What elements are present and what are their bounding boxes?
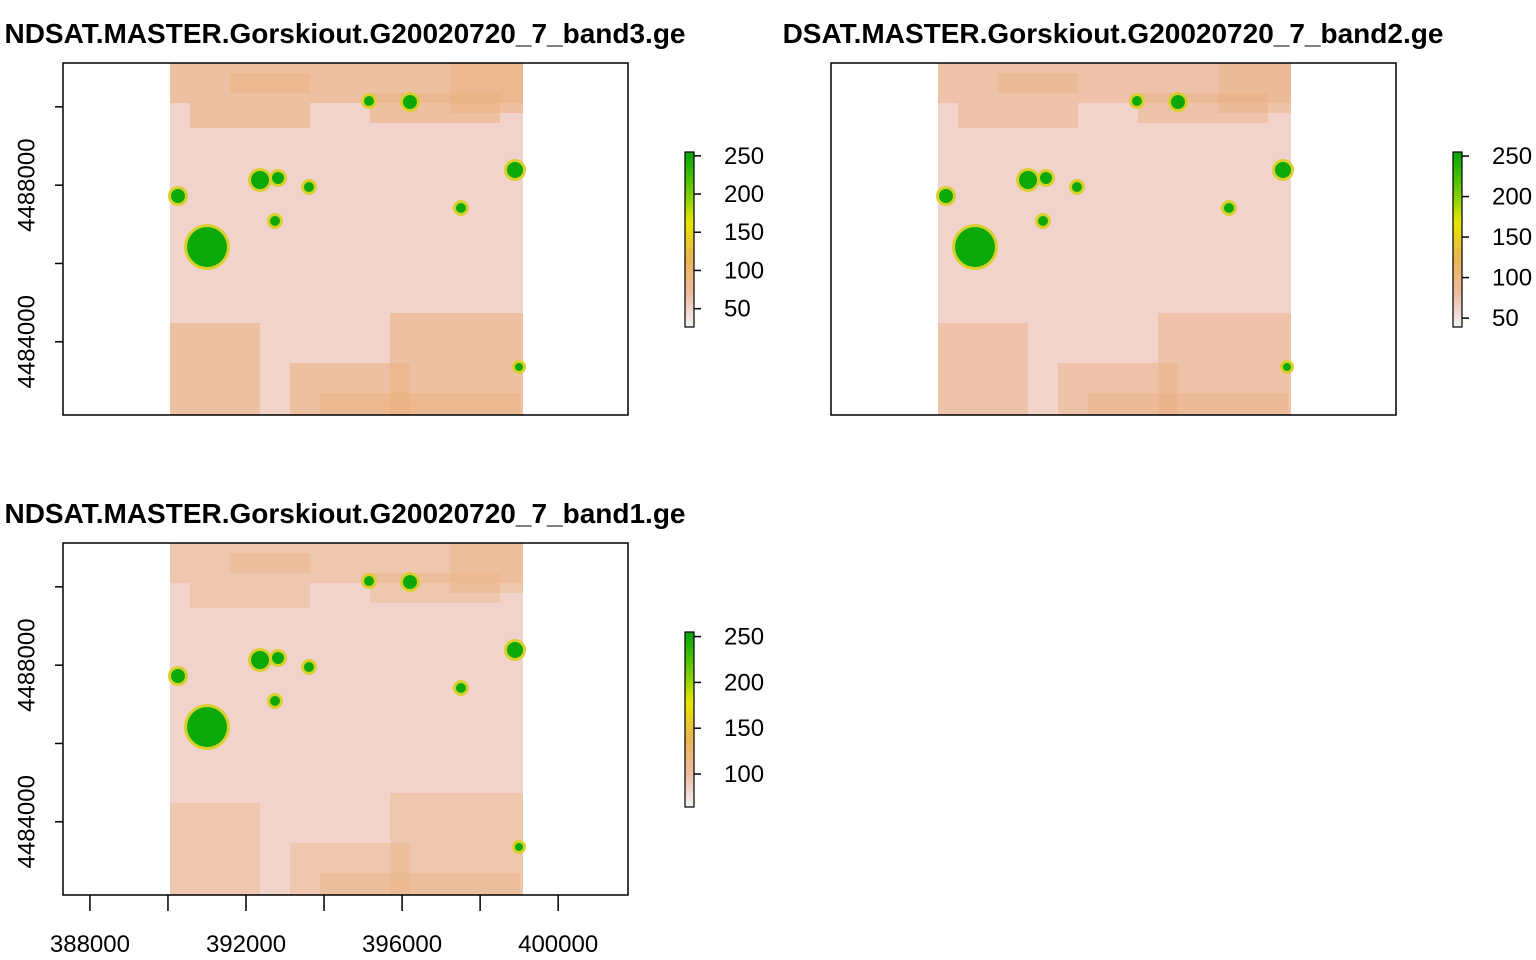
raster-patch <box>450 543 523 593</box>
colorbar-tick-label: 150 <box>724 715 764 742</box>
raster-patch <box>456 683 466 693</box>
raster-patch <box>251 651 269 669</box>
raster-background <box>170 543 523 895</box>
raster-patch <box>1138 93 1268 123</box>
panel-title: NDSAT.MASTER.Gorskiout.G20020720_7_band3… <box>4 18 685 49</box>
y-tick-label: 4488000 <box>13 618 40 711</box>
raster-patch <box>939 189 953 203</box>
raster-patch <box>1158 313 1291 415</box>
panel: NDSAT.MASTER.Gorskiout.G20020720_7_band3… <box>4 18 764 416</box>
colorbar-tick-label: 100 <box>724 257 764 284</box>
colorbar-tick-label: 200 <box>724 669 764 696</box>
raster-patch <box>272 172 284 184</box>
raster-patch <box>190 103 310 128</box>
panel: NDSAT.MASTER.Gorskiout.G20020720_7_band1… <box>4 498 764 958</box>
title-clip: NDSAT.MASTER.Gorskiout.G20020720_7_band1… <box>4 498 685 529</box>
raster-patch <box>304 662 314 672</box>
colorbar-tick-label: 100 <box>1492 265 1532 292</box>
raster-patch <box>1224 203 1234 213</box>
raster-patch <box>403 95 417 109</box>
raster-patch <box>507 162 523 178</box>
raster-patch <box>320 393 520 415</box>
plot-frame <box>62 542 629 896</box>
raster-patch <box>364 576 374 586</box>
x-tick-label: 392000 <box>206 931 286 958</box>
raster-patch <box>1038 216 1048 226</box>
colorbar <box>684 631 695 808</box>
raster <box>168 543 526 895</box>
raster-patch <box>304 182 314 192</box>
x-tick-label: 388000 <box>50 931 130 958</box>
raster-patch <box>390 793 523 895</box>
raster-patch <box>1275 162 1291 178</box>
raster-patch <box>270 216 280 226</box>
x-tick-label: 400000 <box>518 931 598 958</box>
raster-patch <box>1283 363 1291 371</box>
raster-patch <box>272 652 284 664</box>
raster-patch <box>251 171 269 189</box>
colorbar-tick-label: 250 <box>1492 143 1532 170</box>
raster-patch <box>998 73 1078 93</box>
raster-patch <box>507 642 523 658</box>
raster-patch <box>1218 63 1291 113</box>
colorbar-tick-label: 200 <box>1492 184 1532 211</box>
raster-patch <box>187 227 227 267</box>
colorbar-tick-label: 250 <box>724 143 764 170</box>
raster-patch <box>450 63 523 113</box>
raster-patch <box>171 669 185 683</box>
raster-patch <box>938 323 1028 415</box>
raster-patch <box>190 583 310 608</box>
colorbar-tick-label: 50 <box>724 296 751 323</box>
raster-patch <box>170 543 523 583</box>
colorbar-tick-label: 150 <box>724 219 764 246</box>
raster-patch <box>230 73 310 93</box>
raster-patch <box>364 96 374 106</box>
raster-patch <box>955 227 995 267</box>
raster-patch <box>1058 363 1178 415</box>
raster-patch <box>515 843 523 851</box>
y-tick-label: 4484000 <box>13 295 40 388</box>
raster-patch <box>1040 172 1052 184</box>
colorbar-tick-label: 250 <box>724 624 764 651</box>
colorbar-tick-label: 50 <box>1492 305 1519 332</box>
raster-background <box>938 63 1291 415</box>
raster-patch <box>1019 171 1037 189</box>
raster-patch <box>1072 182 1082 192</box>
colorbar-tick-label: 200 <box>724 181 764 208</box>
raster <box>168 63 526 415</box>
raster-patch <box>290 843 410 895</box>
raster-patch <box>320 873 520 895</box>
y-tick-label: 4488000 <box>13 138 40 231</box>
raster-patch <box>456 203 466 213</box>
raster-patch <box>515 363 523 371</box>
raster-patch <box>370 573 500 603</box>
panel-title: DSAT.MASTER.Gorskiout.G20020720_7_band2.… <box>783 18 1444 49</box>
raster-patch <box>1171 95 1185 109</box>
raster-patch <box>403 575 417 589</box>
raster-patch <box>171 189 185 203</box>
raster-patch <box>1132 96 1142 106</box>
colorbar-tick-label: 150 <box>1492 224 1532 251</box>
y-tick-label: 4484000 <box>13 775 40 868</box>
panel-title: NDSAT.MASTER.Gorskiout.G20020720_7_band1… <box>4 498 685 529</box>
raster-patch <box>1088 393 1288 415</box>
colorbar <box>684 151 695 328</box>
colorbar-tick-label: 100 <box>724 761 764 788</box>
colorbar <box>1452 151 1463 328</box>
x-tick-label: 396000 <box>362 931 442 958</box>
raster-patch <box>230 553 310 573</box>
plot-frame <box>830 62 1397 416</box>
raster-patch <box>958 103 1078 128</box>
raster-patch <box>270 696 280 706</box>
raster-patch <box>170 803 260 895</box>
panel: DSAT.MASTER.Gorskiout.G20020720_7_band2.… <box>783 18 1532 416</box>
title-clip: DSAT.MASTER.Gorskiout.G20020720_7_band2.… <box>783 18 1444 49</box>
raster-patch <box>170 323 260 415</box>
title-clip: NDSAT.MASTER.Gorskiout.G20020720_7_band3… <box>4 18 685 49</box>
raster-patch <box>187 707 227 747</box>
raster <box>936 63 1294 415</box>
raster-patch <box>938 63 1291 103</box>
plot-frame <box>62 62 629 416</box>
